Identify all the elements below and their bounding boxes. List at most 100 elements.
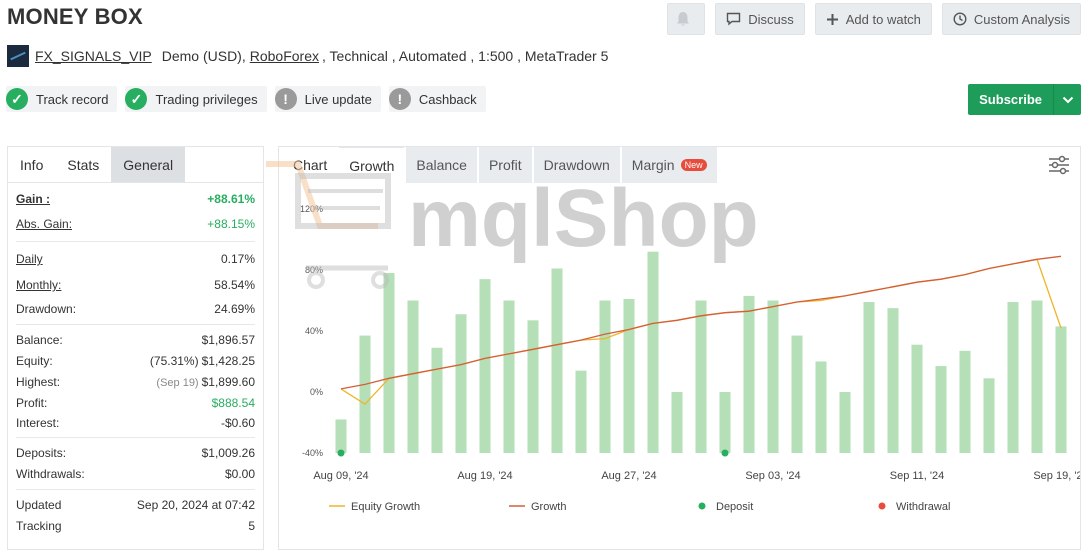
stat-highest: Highest: (Sep 19) $1,899.60	[16, 371, 255, 392]
y-tick-label: -40%	[302, 448, 323, 458]
stat-interest: Interest: -$0.60	[16, 413, 255, 433]
chart-bar	[839, 392, 851, 453]
badge-trading-privileges[interactable]: ✓ Trading privileges	[125, 86, 267, 112]
stat-value: 0.17%	[220, 252, 255, 266]
stat-label: Tracking	[16, 518, 62, 533]
tab-growth[interactable]: Growth	[339, 147, 405, 183]
exclamation-icon: !	[274, 88, 297, 110]
chart-tabs: Chart Growth Balance Profit Drawdown Mar…	[279, 147, 1080, 183]
chart-bar	[743, 295, 755, 453]
stats-list: Gain : +88.61% Abs. Gain: +88.15% Daily …	[8, 183, 263, 536]
stat-value: 5	[248, 518, 255, 533]
equity-percent: (75.31%)	[149, 353, 199, 368]
chart-bar	[359, 335, 371, 453]
stat-label[interactable]: Gain :	[16, 192, 51, 206]
growth-line	[340, 255, 1062, 390]
stat-label[interactable]: Daily	[16, 252, 43, 266]
badge-live-update[interactable]: ! Live update	[274, 86, 381, 112]
badge-label: Track record	[36, 91, 109, 107]
chart-bar	[599, 300, 611, 453]
account-name-link[interactable]: FX_SIGNALS_VIP	[35, 48, 152, 64]
chart-bar	[719, 392, 731, 453]
subscribe-button[interactable]: Subscribe	[979, 92, 1042, 107]
plus-icon	[826, 13, 838, 25]
settings-sliders-icon[interactable]	[1048, 155, 1070, 175]
notification-button[interactable]	[667, 3, 706, 35]
stat-value: +88.61%	[207, 192, 255, 206]
stat-gain: Gain : +88.61%	[16, 187, 255, 211]
left-tabs: Info Stats General	[8, 147, 263, 183]
x-tick-label: Sep 11, '24	[890, 470, 945, 482]
stat-label[interactable]: Monthly:	[16, 278, 62, 292]
stat-label: Equity:	[16, 353, 53, 368]
tab-info[interactable]: Info	[8, 147, 56, 182]
x-tick-label: Aug 19, '24	[457, 470, 512, 482]
tab-profit[interactable]: Profit	[478, 147, 532, 183]
stat-value: $0.00	[224, 467, 255, 481]
custom-analysis-label: Custom Analysis	[973, 11, 1070, 27]
account-details: , Technical , Automated , 1:500 , MetaTr…	[322, 48, 609, 64]
badge-label: Live update	[304, 91, 372, 107]
chart-bar	[647, 251, 659, 453]
subscribe-group: Subscribe	[968, 84, 1081, 115]
chart-bar	[695, 300, 707, 453]
chart-bar	[959, 350, 971, 453]
chart-bar	[335, 419, 347, 453]
chart-bar	[1055, 326, 1067, 453]
badges-row: ✓ Track record ✓ Trading privileges ! Li…	[6, 86, 486, 112]
x-tick-label: Aug 27, '24	[601, 470, 656, 482]
tab-margin-label: Margin	[631, 157, 675, 173]
chart-bar	[551, 268, 563, 453]
avatar	[7, 45, 29, 67]
y-tick-label: 120%	[300, 204, 323, 214]
stat-updated: Updated Sep 20, 2024 at 07:42	[16, 494, 255, 515]
tab-general[interactable]: General	[111, 147, 186, 182]
y-tick-label: 40%	[305, 326, 323, 336]
subscribe-dropdown-button[interactable]	[1053, 84, 1081, 115]
broker-link[interactable]: RoboForex	[249, 48, 319, 64]
add-to-watch-label: Add to watch	[845, 11, 921, 27]
tab-balance[interactable]: Balance	[406, 147, 477, 183]
clock-icon	[953, 12, 967, 26]
chart-bar	[815, 361, 827, 453]
stat-label[interactable]: Abs. Gain:	[16, 217, 73, 231]
custom-analysis-button[interactable]: Custom Analysis	[941, 3, 1081, 35]
new-badge: New	[680, 159, 707, 171]
stat-label: Balance:	[16, 332, 63, 347]
tab-margin[interactable]: Margin New	[621, 147, 717, 183]
badge-track-record[interactable]: ✓ Track record	[6, 86, 118, 112]
chart-bar	[983, 378, 995, 453]
account-info: FX_SIGNALS_VIP Demo (USD), RoboForex , T…	[7, 45, 608, 67]
chart-bar	[623, 298, 635, 453]
stat-label: Interest:	[16, 416, 60, 430]
stat-value: 24.69%	[214, 302, 255, 316]
exclamation-icon: !	[388, 88, 411, 110]
stat-value: Sep 20, 2024 at 07:42	[136, 497, 255, 512]
deposit-marker	[337, 449, 345, 457]
stat-withdrawals: Withdrawals: $0.00	[16, 463, 255, 485]
growth-chart[interactable]: 120% 80% 40% 0% -40% Aug 09, '24 Aug 19, '24 Au…	[279, 183, 1080, 549]
badge-cashback[interactable]: ! Cashback	[388, 86, 486, 112]
bell-icon	[676, 12, 689, 26]
stat-value: +88.15%	[207, 217, 255, 231]
legend-dot	[698, 502, 706, 510]
y-tick-label: 80%	[305, 265, 323, 275]
tab-chart[interactable]: Chart	[283, 147, 338, 183]
tab-drawdown[interactable]: Drawdown	[533, 147, 620, 183]
check-icon: ✓	[6, 88, 28, 110]
tab-stats[interactable]: Stats	[55, 147, 112, 182]
stat-tracking: Tracking 5	[16, 515, 255, 536]
add-to-watch-button[interactable]: Add to watch	[814, 3, 932, 35]
stat-value: $888.54	[211, 395, 255, 410]
chart-bar	[479, 279, 491, 453]
chart-bar	[791, 335, 803, 453]
stat-label: Withdrawals:	[16, 467, 85, 481]
stat-label: Highest:	[16, 374, 61, 389]
stat-value: -$0.60	[220, 416, 255, 430]
chart-bar	[383, 273, 395, 453]
legend-label: Growth	[531, 501, 566, 513]
discuss-button[interactable]: Discuss	[715, 3, 805, 35]
stat-monthly: Monthly: 58.54%	[16, 272, 255, 298]
badge-label: Trading privileges	[155, 91, 258, 107]
legend-label: Equity Growth	[351, 501, 420, 513]
